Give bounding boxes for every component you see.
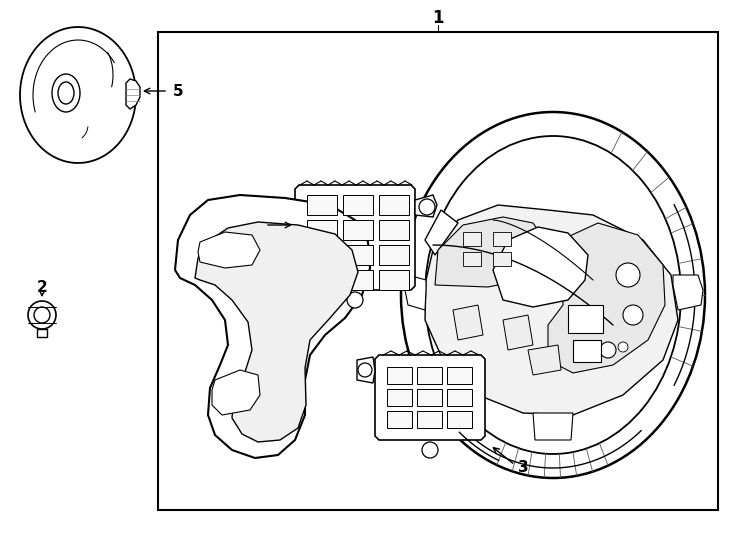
Polygon shape — [435, 217, 545, 287]
Bar — [379, 220, 409, 240]
Polygon shape — [673, 275, 703, 310]
Bar — [463, 252, 481, 266]
Polygon shape — [212, 370, 260, 415]
Text: 1: 1 — [432, 9, 444, 27]
Circle shape — [419, 199, 435, 215]
Polygon shape — [126, 79, 140, 109]
Circle shape — [422, 442, 438, 458]
Circle shape — [618, 342, 628, 352]
Polygon shape — [175, 195, 370, 458]
Bar — [447, 367, 472, 384]
Polygon shape — [425, 205, 678, 415]
Bar — [307, 195, 337, 215]
Bar — [379, 195, 409, 215]
Text: 2: 2 — [37, 280, 48, 294]
Circle shape — [34, 307, 50, 323]
Text: 5: 5 — [173, 84, 184, 98]
Bar — [417, 389, 442, 406]
Polygon shape — [195, 222, 358, 442]
Bar — [417, 367, 442, 384]
Bar — [447, 389, 472, 406]
Polygon shape — [37, 329, 47, 337]
Bar — [307, 220, 337, 240]
Circle shape — [600, 342, 616, 358]
Polygon shape — [493, 227, 588, 307]
Circle shape — [358, 363, 372, 377]
Ellipse shape — [425, 136, 681, 454]
Polygon shape — [198, 232, 260, 268]
Bar — [379, 270, 409, 290]
Text: 3: 3 — [518, 461, 528, 476]
Bar — [493, 252, 511, 266]
Bar — [387, 389, 412, 406]
Polygon shape — [528, 345, 561, 375]
Bar — [387, 367, 412, 384]
Bar — [307, 245, 337, 265]
Bar — [387, 411, 412, 428]
Bar — [417, 411, 442, 428]
Polygon shape — [425, 210, 458, 255]
Bar — [463, 232, 481, 246]
Polygon shape — [357, 357, 375, 383]
Bar — [379, 245, 409, 265]
Bar — [158, 32, 718, 510]
Bar — [343, 220, 373, 240]
Bar — [568, 305, 603, 333]
Bar — [307, 270, 337, 290]
Bar — [343, 195, 373, 215]
Circle shape — [347, 292, 363, 308]
Bar — [573, 340, 601, 362]
Polygon shape — [295, 185, 415, 290]
Circle shape — [623, 305, 643, 325]
Polygon shape — [20, 27, 136, 163]
Polygon shape — [405, 275, 426, 310]
Bar — [493, 232, 511, 246]
Polygon shape — [533, 413, 573, 440]
Bar — [447, 411, 472, 428]
Circle shape — [616, 263, 640, 287]
Polygon shape — [503, 315, 533, 350]
Ellipse shape — [401, 112, 705, 478]
Circle shape — [28, 301, 56, 329]
Polygon shape — [453, 305, 483, 340]
Polygon shape — [375, 355, 485, 440]
Polygon shape — [415, 195, 437, 217]
Bar — [343, 245, 373, 265]
Text: 4: 4 — [251, 218, 262, 233]
Polygon shape — [548, 223, 665, 373]
Bar — [343, 270, 373, 290]
